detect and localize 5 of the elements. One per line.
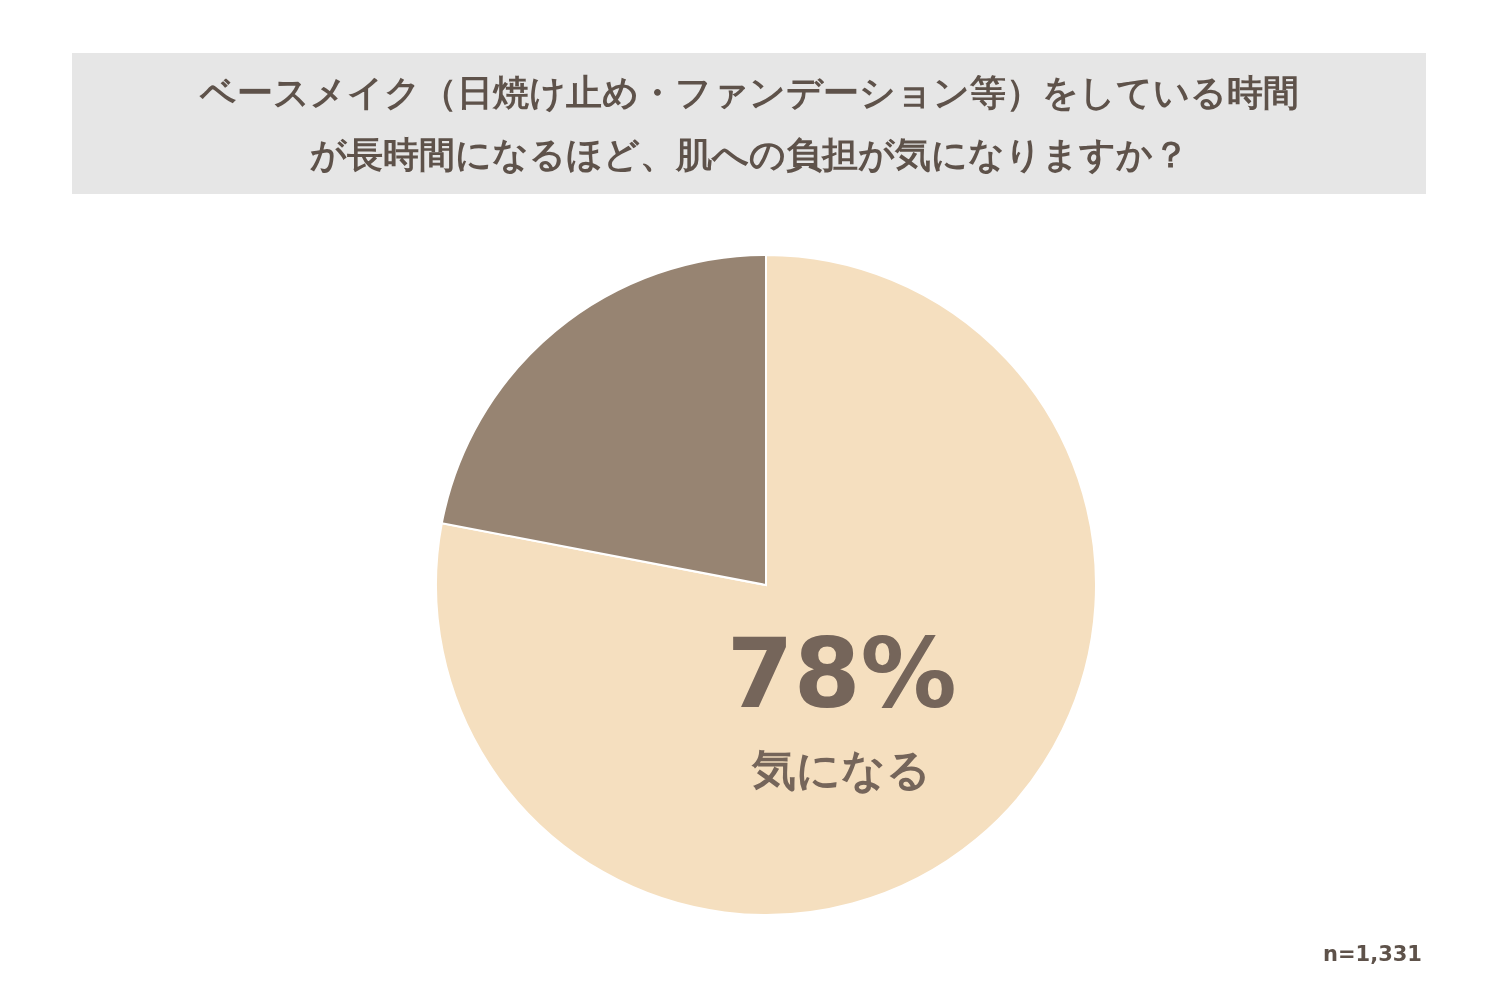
slice-label: 気になる xyxy=(751,743,932,795)
data-label: 78% xyxy=(726,617,957,730)
text: n=1,331 xyxy=(1323,942,1422,966)
chart-title: ベースメイク（日焼け止め・ファンデーション等）をしている時間が長時間になるほど、肌への負担が気になりますか？ xyxy=(198,70,1300,177)
pie-slice xyxy=(435,254,1097,916)
